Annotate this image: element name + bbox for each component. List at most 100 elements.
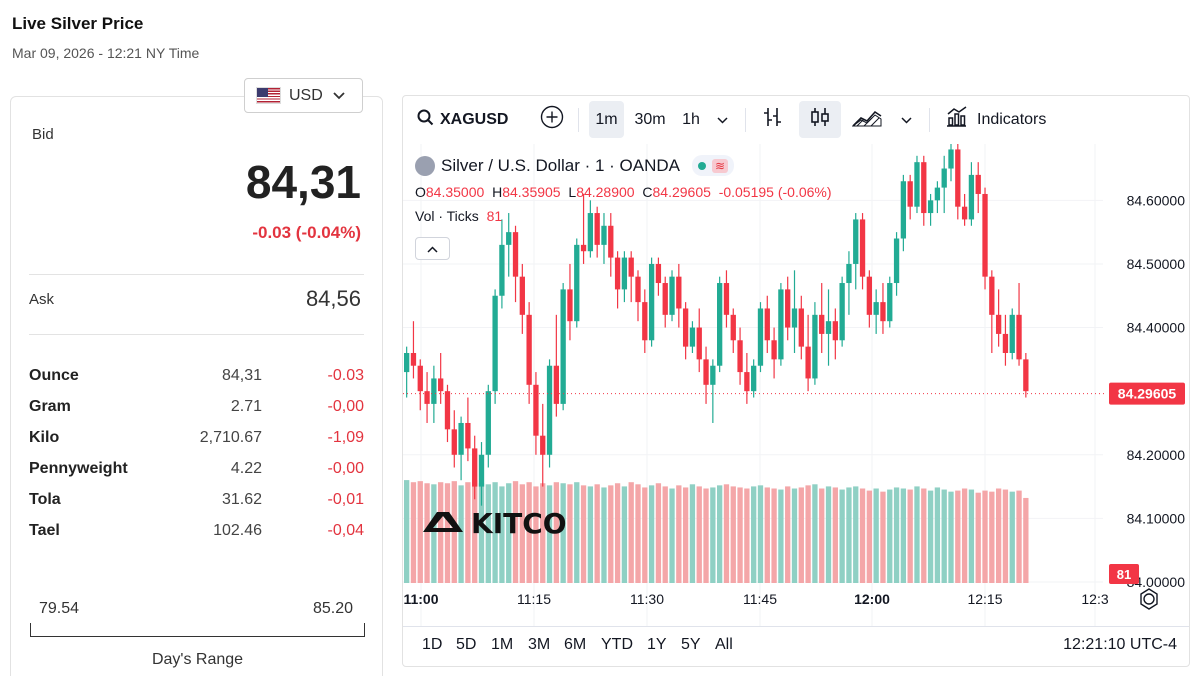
volume-bar xyxy=(546,485,553,583)
compare-button[interactable] xyxy=(537,101,567,138)
volume-bar xyxy=(662,486,668,583)
period-1d[interactable]: 1D xyxy=(422,636,443,653)
candle xyxy=(676,276,682,309)
volume-bar xyxy=(682,487,689,583)
candle xyxy=(594,213,600,245)
unit-row-gram: Gram 2.71 -0,00 xyxy=(29,398,364,429)
currency-select[interactable]: USD xyxy=(244,78,363,113)
volume-bar xyxy=(451,481,457,583)
candle xyxy=(921,162,927,214)
interval-30m[interactable]: 30m xyxy=(634,110,666,128)
volume-bar xyxy=(512,481,519,583)
last-volume-tag xyxy=(1109,564,1139,584)
period-5d[interactable]: 5D xyxy=(456,636,477,653)
chart-type-menu[interactable] xyxy=(895,101,917,138)
candle xyxy=(846,263,852,284)
volume-bar xyxy=(955,490,961,583)
volume-bar xyxy=(778,489,784,583)
chart-widget: XAGUSD 1m 30m 1h xyxy=(402,95,1190,667)
day-range-low: 79.54 xyxy=(39,600,80,617)
candles-button[interactable] xyxy=(799,101,841,138)
volume-bar xyxy=(492,482,498,583)
period-ytd[interactable]: YTD xyxy=(601,636,633,653)
interval-1h[interactable]: 1h xyxy=(682,110,700,128)
volume-bar xyxy=(1016,490,1022,583)
volume-bar xyxy=(723,484,730,583)
candle xyxy=(853,219,859,264)
period-all[interactable]: All xyxy=(715,636,733,653)
time-axis-label: 11:45 xyxy=(743,591,777,607)
volume-bar xyxy=(506,483,512,583)
unit-change: -1,09 xyxy=(327,429,364,446)
volume-bar xyxy=(621,486,628,583)
volume-bar xyxy=(907,489,913,583)
area-style-button[interactable] xyxy=(850,101,884,138)
bar-style-button[interactable] xyxy=(756,101,790,138)
candle xyxy=(669,276,675,315)
collapse-legend-button[interactable] xyxy=(415,237,450,260)
candle xyxy=(458,422,464,455)
candle xyxy=(512,232,519,277)
candle xyxy=(859,219,866,277)
period-1m[interactable]: 1M xyxy=(491,636,514,653)
volume-bar xyxy=(934,487,941,583)
volume-bar xyxy=(846,487,852,583)
volume-bar xyxy=(798,487,804,583)
volume-bar xyxy=(574,482,580,583)
ohlc-values: O84.35000 H84.35905 L84.28900 C84.29605 … xyxy=(415,184,832,200)
volume-bar xyxy=(866,490,873,583)
bid-change: -0.03 (-0.04%) xyxy=(252,223,361,242)
unit-name: Ounce xyxy=(29,367,79,384)
volume-bar xyxy=(832,487,838,583)
legend-title: Silver / U.S. Dollar · 1 · OANDA ≋ xyxy=(415,155,735,176)
volume-bar xyxy=(485,484,491,583)
last-price-label: 84.29605 xyxy=(1118,386,1177,402)
candle xyxy=(839,283,845,341)
volume-bar xyxy=(519,484,525,583)
divider xyxy=(29,334,364,335)
volume-bar xyxy=(526,482,532,583)
candle xyxy=(893,238,900,284)
candle xyxy=(914,162,920,207)
period-1y[interactable]: 1Y xyxy=(647,636,667,653)
candle xyxy=(744,372,750,392)
symbol-search[interactable]: XAGUSD xyxy=(415,101,525,138)
volume-bar xyxy=(703,488,709,583)
indicators-button[interactable]: Indicators xyxy=(941,101,1063,138)
candle xyxy=(819,314,825,334)
time-axis-label: 12:15 xyxy=(967,591,1002,607)
volume-bar xyxy=(961,488,968,583)
volume-bar xyxy=(927,490,934,583)
search-icon xyxy=(417,109,434,131)
candle xyxy=(941,168,947,188)
price-chart[interactable]: KITCO 84.70000 84.60000 84.50000 84.40000 84.… xyxy=(403,144,1189,626)
volume-bar xyxy=(410,482,417,583)
candle xyxy=(580,244,587,252)
volume-bar xyxy=(458,485,464,583)
period-6m[interactable]: 6M xyxy=(564,636,587,653)
candle xyxy=(764,308,770,341)
volume-bar xyxy=(676,485,682,583)
volume-bar xyxy=(696,486,702,583)
volume-bar xyxy=(404,480,410,583)
candle xyxy=(737,340,743,373)
interval-menu[interactable] xyxy=(711,101,733,138)
candle xyxy=(723,283,730,315)
time-axis-label: 12:3 xyxy=(1081,591,1108,607)
period-3m[interactable]: 3M xyxy=(528,636,551,653)
interval-1m[interactable]: 1m xyxy=(589,101,624,138)
unit-name: Gram xyxy=(29,398,71,415)
candle xyxy=(546,365,553,455)
price-panel: Bid 84,31 -0.03 (-0.04%) Ask 84,56 Ounce… xyxy=(10,96,383,676)
last-price-tag xyxy=(1109,382,1185,405)
chart-toolbar: XAGUSD 1m 30m 1h xyxy=(403,96,1189,143)
period-5y[interactable]: 5Y xyxy=(681,636,701,653)
candle xyxy=(410,353,417,366)
volume-bar xyxy=(989,491,995,583)
volume-bar xyxy=(914,486,920,583)
candle xyxy=(995,314,1002,334)
volume-bar xyxy=(757,485,764,583)
unit-change: -0,00 xyxy=(327,398,364,415)
candle xyxy=(506,232,512,245)
